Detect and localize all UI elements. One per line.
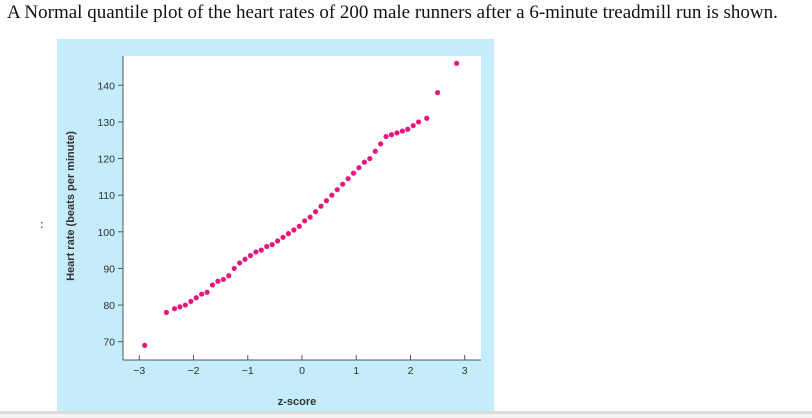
- y-tick-label: 90: [103, 263, 115, 275]
- x-axis-title: z-score: [278, 396, 317, 408]
- data-point: [329, 192, 335, 198]
- data-point: [453, 60, 460, 66]
- data-point: [367, 155, 373, 162]
- data-point: [302, 218, 308, 224]
- data-point: [258, 247, 264, 253]
- data-point: [242, 256, 248, 262]
- data-point: [334, 187, 340, 193]
- data-point: [318, 203, 324, 209]
- data-point: [285, 231, 292, 237]
- y-tick-label: 130: [97, 117, 115, 129]
- data-point: [307, 214, 313, 220]
- plot-area: [123, 56, 481, 360]
- data-point: [405, 126, 411, 132]
- data-point: [199, 291, 205, 297]
- data-point: [163, 309, 169, 315]
- data-point: [237, 260, 243, 266]
- x-tick-label: 0: [299, 365, 305, 377]
- data-point: [177, 304, 183, 310]
- data-point: [193, 295, 199, 301]
- data-point: [388, 132, 395, 138]
- y-tick-label: 110: [98, 190, 115, 202]
- y-tick-label: 70: [103, 337, 115, 349]
- y-tick-label: 80: [103, 300, 115, 312]
- data-point: [188, 298, 194, 304]
- data-points: [142, 60, 460, 348]
- data-point: [209, 282, 216, 288]
- data-point: [142, 342, 148, 348]
- data-point: [253, 249, 259, 255]
- data-point: [383, 133, 389, 140]
- data-point: [215, 278, 221, 284]
- data-point: [171, 306, 178, 312]
- bottom-divider-shadow: [0, 414, 812, 418]
- y-axis-ticks: 70 80 90 100 110 120 130 140: [97, 80, 123, 349]
- data-point: [323, 198, 330, 204]
- data-point: [399, 128, 405, 134]
- x-tick-label: −3: [133, 365, 145, 377]
- data-point: [226, 273, 232, 279]
- data-point: [296, 223, 302, 229]
- data-point: [280, 234, 286, 240]
- data-point: [361, 159, 367, 165]
- x-tick-label: −1: [242, 365, 254, 377]
- data-point: [182, 302, 188, 308]
- data-point: [264, 243, 270, 250]
- x-tick-label: 1: [353, 365, 359, 377]
- y-axis-title: Heart rate (beats per minute): [65, 131, 77, 281]
- y-tick-label: 100: [97, 227, 115, 239]
- data-point: [424, 115, 430, 121]
- data-point: [378, 141, 384, 147]
- bottom-divider: [0, 411, 812, 414]
- x-tick-label: 2: [408, 365, 414, 377]
- data-point: [274, 238, 281, 244]
- x-tick-label: 3: [462, 365, 468, 377]
- data-point: [394, 130, 400, 136]
- data-point: [312, 209, 319, 215]
- question-text: A Normal quantile plot of the heart rate…: [7, 2, 778, 23]
- x-tick-label: −2: [188, 365, 200, 377]
- chart-figure: 70 80 90 100 110 120 130 140 −3 −2 −1 0 1 2 3 z-score…: [57, 39, 494, 411]
- side-marker: :: [40, 216, 44, 231]
- data-point: [291, 227, 297, 233]
- data-point: [231, 265, 237, 272]
- x-axis-ticks: −3 −2 −1 0 1 2 3: [133, 355, 468, 377]
- data-point: [350, 170, 357, 176]
- data-point: [372, 148, 378, 154]
- data-point: [204, 289, 210, 295]
- data-point: [247, 253, 254, 259]
- y-tick-label: 120: [97, 154, 115, 166]
- data-point: [340, 181, 346, 187]
- data-point: [220, 276, 226, 283]
- y-tick-label: 140: [97, 80, 115, 92]
- data-point: [416, 119, 422, 125]
- data-point: [345, 176, 351, 182]
- data-point: [435, 90, 441, 96]
- normal-quantile-plot: 70 80 90 100 110 120 130 140 −3 −2 −1 0 1 2 3 z-score…: [57, 39, 494, 411]
- data-point: [410, 122, 416, 129]
- data-point: [356, 165, 362, 171]
- data-point: [269, 242, 275, 248]
